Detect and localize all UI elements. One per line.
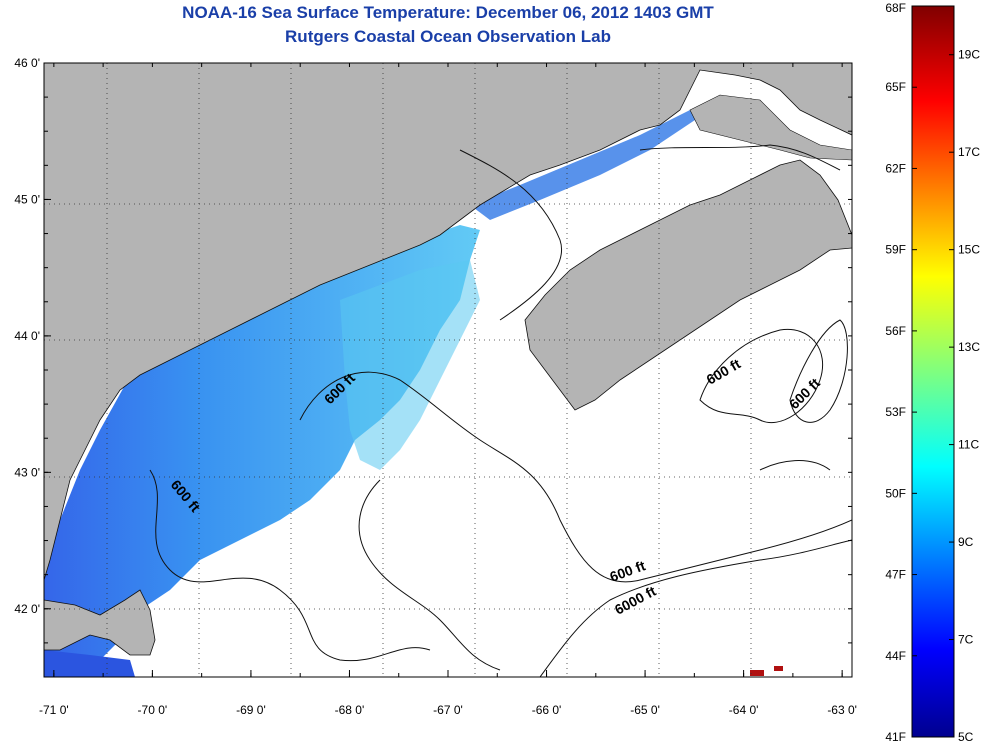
colorbar-c-label: 15C <box>958 243 980 257</box>
land-cape-cod <box>44 589 156 656</box>
land-nova-scotia <box>524 159 852 411</box>
sst-capecod-water <box>44 650 135 677</box>
colorbar-f-label: 44F <box>885 649 906 663</box>
lat-tick-label: 43 0' <box>14 465 40 479</box>
lat-tick-label: 42 0' <box>14 602 40 616</box>
warm-patch <box>750 670 764 676</box>
latitude-axis: 46 0' 45 0' 44 0' 43 0' 42 0' <box>14 56 852 678</box>
colorbar-c-label: 19C <box>958 48 980 62</box>
colorbar-c-label: 5C <box>958 730 974 744</box>
colorbar-f-label: 47F <box>885 568 906 582</box>
longitude-axis: -71 0' -70 0' -69 0' -68 0' -67 0' -66 0' -65 … <box>39 63 857 717</box>
colorbar-f-label: 59F <box>885 243 906 257</box>
colorbar <box>911 5 955 738</box>
sst-offshore-speckle <box>340 260 480 470</box>
lon-tick-label: -69 0' <box>236 703 266 717</box>
lat-tick-label: 45 0' <box>14 192 40 206</box>
lon-tick-label: -68 0' <box>335 703 365 717</box>
lon-tick-label: -71 0' <box>39 703 69 717</box>
colorbar-c-label: 17C <box>958 145 980 159</box>
colorbar-f-label: 62F <box>885 161 906 175</box>
lon-tick-label: -65 0' <box>630 703 660 717</box>
colorbar-f-label: 68F <box>885 1 906 15</box>
land-new-brunswick <box>689 94 852 161</box>
land-new-england <box>44 63 852 581</box>
colorbar-c-label: 11C <box>958 438 979 452</box>
map-subtitle: Rutgers Coastal Ocean Observation Lab <box>285 27 611 46</box>
lat-tick-label: 46 0' <box>14 56 40 70</box>
colorbar-c-label: 13C <box>958 340 980 354</box>
lon-tick-label: -66 0' <box>532 703 562 717</box>
colorbar-f-label: 50F <box>885 486 906 500</box>
lon-tick-label: -70 0' <box>138 703 168 717</box>
colorbar-c-label: 9C <box>958 535 974 549</box>
bathymetry-contours <box>149 144 852 677</box>
warm-patch <box>774 666 783 671</box>
colorbar-f-label: 56F <box>885 324 906 338</box>
colorbar-f-label: 41F <box>885 730 906 744</box>
sst-fundy-strip <box>470 110 695 220</box>
colorbar-f-label: 65F <box>885 80 906 94</box>
colorbar-celsius-labels: 19C 17C 15C 13C 11C 9C 7C 5C <box>949 48 980 744</box>
lon-tick-label: -63 0' <box>827 703 857 717</box>
colorbar-f-label: 53F <box>885 405 906 419</box>
lon-tick-label: -67 0' <box>433 703 463 717</box>
lon-tick-label: -64 0' <box>729 703 759 717</box>
colorbar-c-label: 7C <box>958 633 974 647</box>
colorbar-fahrenheit-labels: 68F 65F 62F 59F 56F 53F 50F 47F 44F 41F <box>885 1 917 744</box>
map-title: NOAA-16 Sea Surface Temperature: Decembe… <box>182 3 714 22</box>
lat-tick-label: 44 0' <box>14 329 40 343</box>
